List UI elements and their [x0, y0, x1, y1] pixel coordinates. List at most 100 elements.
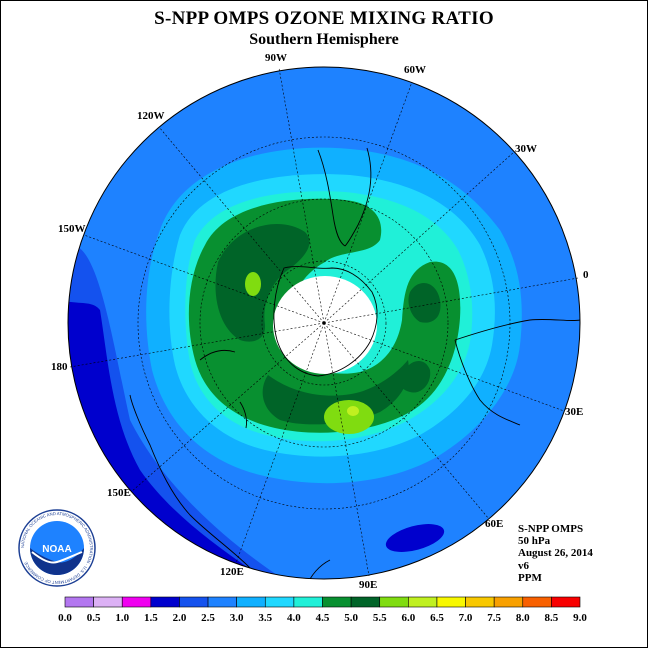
- meridian-120w: [158, 126, 325, 324]
- lon-label-30w: 30W: [515, 143, 537, 155]
- colorbar-tick-label: 0.0: [58, 612, 72, 624]
- meridian-180: [69, 322, 325, 368]
- band-5.0-5.5-west: [215, 223, 310, 342]
- colorbar-segment: [179, 596, 209, 608]
- colorbar-segment: [64, 596, 94, 608]
- colorbar-tick-label: 3.0: [230, 612, 244, 624]
- meridian-60e: [323, 322, 490, 520]
- meridian-120e: [235, 322, 325, 564]
- colorbar-segment: [350, 596, 381, 608]
- coast-africa-south: [454, 339, 521, 426]
- logo-top-half: [30, 548, 84, 575]
- colorbar-tick-label: 1.5: [144, 612, 158, 624]
- ozone-field: [68, 67, 580, 579]
- colorbar-tick-label: 4.0: [287, 612, 301, 624]
- colorbar-tick-label: 7.0: [459, 612, 473, 624]
- colorbar-segment: [408, 596, 438, 608]
- colorbar-tick-label: 5.5: [373, 612, 387, 624]
- colorbar-tick-label: 2.5: [201, 612, 215, 624]
- south-pole-marker: [322, 321, 326, 325]
- coast-south-america-east: [344, 147, 372, 247]
- lon-label-90w: 90W: [265, 52, 287, 64]
- coast-australia: [129, 394, 253, 571]
- meridian-0: [323, 277, 579, 324]
- meridian-150w: [83, 234, 325, 324]
- colorbar-segment: [379, 596, 409, 608]
- colorbar-tick-label: 5.0: [344, 612, 358, 624]
- band-5.0-5.5-east: [408, 282, 441, 323]
- colorbar-segment: [207, 596, 237, 608]
- colorbar-tick-label: 8.0: [516, 612, 530, 624]
- colorbar-segment: [236, 596, 266, 608]
- lon-label-150e: 150E: [107, 487, 131, 499]
- coast-asia: [304, 559, 331, 579]
- colorbar-tick-label: 6.5: [430, 612, 444, 624]
- lon-label-120e: 120E: [220, 566, 244, 578]
- map-title: S-NPP OMPS OZONE MIXING RATIO: [154, 8, 494, 29]
- colorbar-tick-label: 1.0: [115, 612, 129, 624]
- colorbar-tick-label: 4.5: [316, 612, 330, 624]
- coast-africa: [454, 318, 580, 341]
- colorbar-tick-label: 0.5: [87, 612, 101, 624]
- colorbar-tick-label: 6.0: [401, 612, 415, 624]
- info-pressure: 50 hPa: [518, 535, 551, 548]
- coast-south-america: [317, 149, 346, 247]
- colorbar-segment: [551, 596, 581, 608]
- lon-label-30e: 30E: [565, 406, 583, 418]
- info-units: PPM: [518, 571, 542, 584]
- band-6.0-6.5: [347, 406, 359, 416]
- colorbar-segment: [465, 596, 495, 608]
- band-5.5-6.0-south: [324, 400, 374, 434]
- longitude-labels: 90W 60W 30W 0 30E 60E 90E 120E 150E 180 …: [51, 52, 589, 591]
- meridian-30w: [323, 151, 515, 324]
- meridian-30e: [323, 322, 565, 412]
- latitude-circle: [199, 198, 449, 448]
- colorbar-segment: [322, 596, 352, 608]
- meridian-60w: [323, 81, 413, 324]
- info-block: S-NPP OMPS 50 hPa August 26, 2014 v6 PPM: [518, 523, 593, 584]
- info-instrument: S-NPP OMPS: [518, 523, 584, 535]
- noaa-logo: NATIONAL OCEANIC AND ATMOSPHERIC ADMINIS…: [18, 509, 96, 587]
- coastlines: [129, 147, 580, 579]
- lon-label-0: 0: [583, 269, 589, 281]
- polar-no-data-region: [273, 276, 377, 374]
- band-5.0-5.5-south: [262, 360, 409, 425]
- colorbar-segment: [293, 596, 323, 608]
- graticule: [69, 67, 579, 577]
- latitude-circle: [137, 136, 511, 510]
- map-subtitle: Southern Hemisphere: [249, 31, 399, 48]
- lon-label-120w: 120W: [137, 110, 165, 122]
- colorbar-segment: [264, 596, 295, 608]
- meridian-90e: [323, 322, 370, 577]
- logo-text: NOAA: [42, 544, 71, 555]
- meridian-90w: [278, 67, 325, 324]
- meridian-150e: [130, 322, 325, 493]
- band-1.5-2.0-east: [385, 524, 445, 552]
- colorbar-tick-label: 2.0: [173, 612, 187, 624]
- colorbar-tick-label: 9.0: [573, 612, 587, 624]
- colorbar-segment: [121, 596, 152, 608]
- coast-tasmania: [239, 401, 247, 429]
- colorbar-tick-label: 3.5: [258, 612, 272, 624]
- latitude-circle: [261, 260, 387, 386]
- info-version: v6: [518, 559, 529, 572]
- band-5.5-6.0-west: [245, 272, 261, 296]
- info-date: August 26, 2014: [518, 547, 593, 560]
- globe-outline: [67, 66, 581, 580]
- lon-label-60w: 60W: [404, 64, 426, 76]
- lon-label-60e: 60E: [485, 518, 503, 530]
- coast-antarctica: [273, 266, 378, 377]
- lon-label-180: 180: [51, 361, 68, 373]
- logo-wave: [31, 551, 83, 564]
- colorbar-segment: [150, 596, 180, 608]
- colorbar-segment: [93, 596, 123, 608]
- colorbar-tick-label: 7.5: [487, 612, 501, 624]
- colorbar-tick-label: 8.5: [545, 612, 559, 624]
- lon-label-150w: 150W: [58, 223, 86, 235]
- band-5.0-5.5-southeast: [399, 360, 431, 393]
- colorbar-segment: [493, 596, 524, 608]
- lon-label-90e: 90E: [359, 579, 377, 591]
- colorbar-segment: [436, 596, 466, 608]
- colorbar: 0.0 0.5 1.0 1.5 2.0 2.5 3.0 3.5 4.0 4.5 5.0 5.5 6.0 6…: [58, 596, 587, 624]
